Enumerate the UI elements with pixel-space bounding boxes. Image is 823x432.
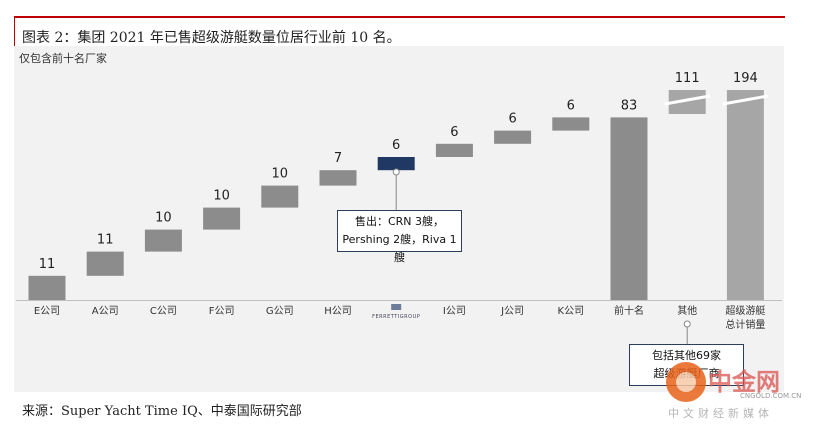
caption-left-rule bbox=[14, 18, 15, 46]
tick-label-5: H公司 bbox=[324, 306, 352, 317]
tick-label-1: A公司 bbox=[92, 306, 119, 317]
data-label-5: 7 bbox=[334, 151, 342, 166]
figure-caption: 图表 2：集团 2021 年已售超级游艇数量位居行业前 10 名。 bbox=[22, 30, 401, 46]
ferretti-callout-line1: 售出：CRN 3艘， bbox=[354, 215, 445, 228]
tick-label-4: G公司 bbox=[266, 306, 294, 317]
bar-1 bbox=[86, 251, 124, 276]
axis-break-mark-11 bbox=[664, 94, 710, 106]
data-label-12: 194 bbox=[733, 71, 758, 86]
tick-label-7: I公司 bbox=[443, 306, 466, 317]
tick-label-6: FERRETTIGROUP bbox=[372, 314, 420, 320]
data-label-3: 10 bbox=[213, 189, 230, 204]
bar-7 bbox=[435, 143, 473, 157]
data-label-10: 83 bbox=[621, 98, 638, 113]
watermark-tagline: 中文财经新媒体 bbox=[668, 407, 773, 420]
data-label-1: 11 bbox=[97, 233, 114, 248]
ferretti-callout-line2: Pershing 2艘，Riva 1艘 bbox=[342, 233, 457, 264]
source-note: 来源：Super Yacht Time IQ、中泰国际研究部 bbox=[22, 404, 302, 419]
tick-label-10: 前十名 bbox=[614, 304, 644, 317]
tick-label-9: K公司 bbox=[558, 306, 585, 317]
others-callout-dot bbox=[683, 320, 691, 328]
data-label-7: 6 bbox=[450, 125, 458, 140]
ferretti-callout-dot bbox=[392, 168, 400, 176]
bar-10 bbox=[610, 117, 648, 301]
tick-label-3: F公司 bbox=[209, 306, 235, 317]
data-label-9: 6 bbox=[567, 98, 575, 113]
bar-5 bbox=[319, 170, 357, 186]
ferretti-logo-icon bbox=[391, 304, 402, 310]
tick-label-2: C公司 bbox=[150, 306, 177, 317]
data-label-2: 10 bbox=[155, 211, 172, 226]
data-label-6: 6 bbox=[392, 138, 400, 153]
bar-6 bbox=[377, 157, 415, 171]
watermark-logo-icon bbox=[666, 362, 706, 402]
watermark-name: 中金网 bbox=[708, 368, 780, 396]
tick-label-11: 其他 bbox=[677, 304, 697, 317]
bar-4 bbox=[261, 185, 299, 208]
data-label-11: 111 bbox=[675, 71, 700, 86]
tick-label-12: 超级游艇 bbox=[725, 304, 765, 317]
bar-8 bbox=[494, 130, 532, 144]
watermark-url: CNGOLD.COM.CN bbox=[740, 392, 802, 400]
bar-12 bbox=[726, 90, 764, 300]
chart-note: 仅包含前十名厂家 bbox=[19, 52, 107, 65]
bar-0 bbox=[28, 275, 66, 300]
caption-top-rule bbox=[14, 16, 785, 18]
data-label-8: 6 bbox=[508, 112, 516, 127]
ferretti-callout: 售出：CRN 3艘， Pershing 2艘，Riva 1艘 bbox=[337, 210, 462, 264]
tick-label-0: E公司 bbox=[34, 306, 60, 317]
data-label-0: 11 bbox=[39, 257, 56, 272]
bar-3 bbox=[203, 207, 241, 230]
axis-break-mark-12 bbox=[722, 94, 769, 106]
data-label-4: 10 bbox=[272, 167, 289, 182]
bar-2 bbox=[144, 229, 182, 252]
tick-label-8: J公司 bbox=[500, 306, 524, 317]
others-callout-line1: 包括其他69家 bbox=[652, 349, 721, 362]
bar-9 bbox=[552, 117, 590, 131]
tick-label-12-line2: 总计销量 bbox=[725, 318, 765, 331]
